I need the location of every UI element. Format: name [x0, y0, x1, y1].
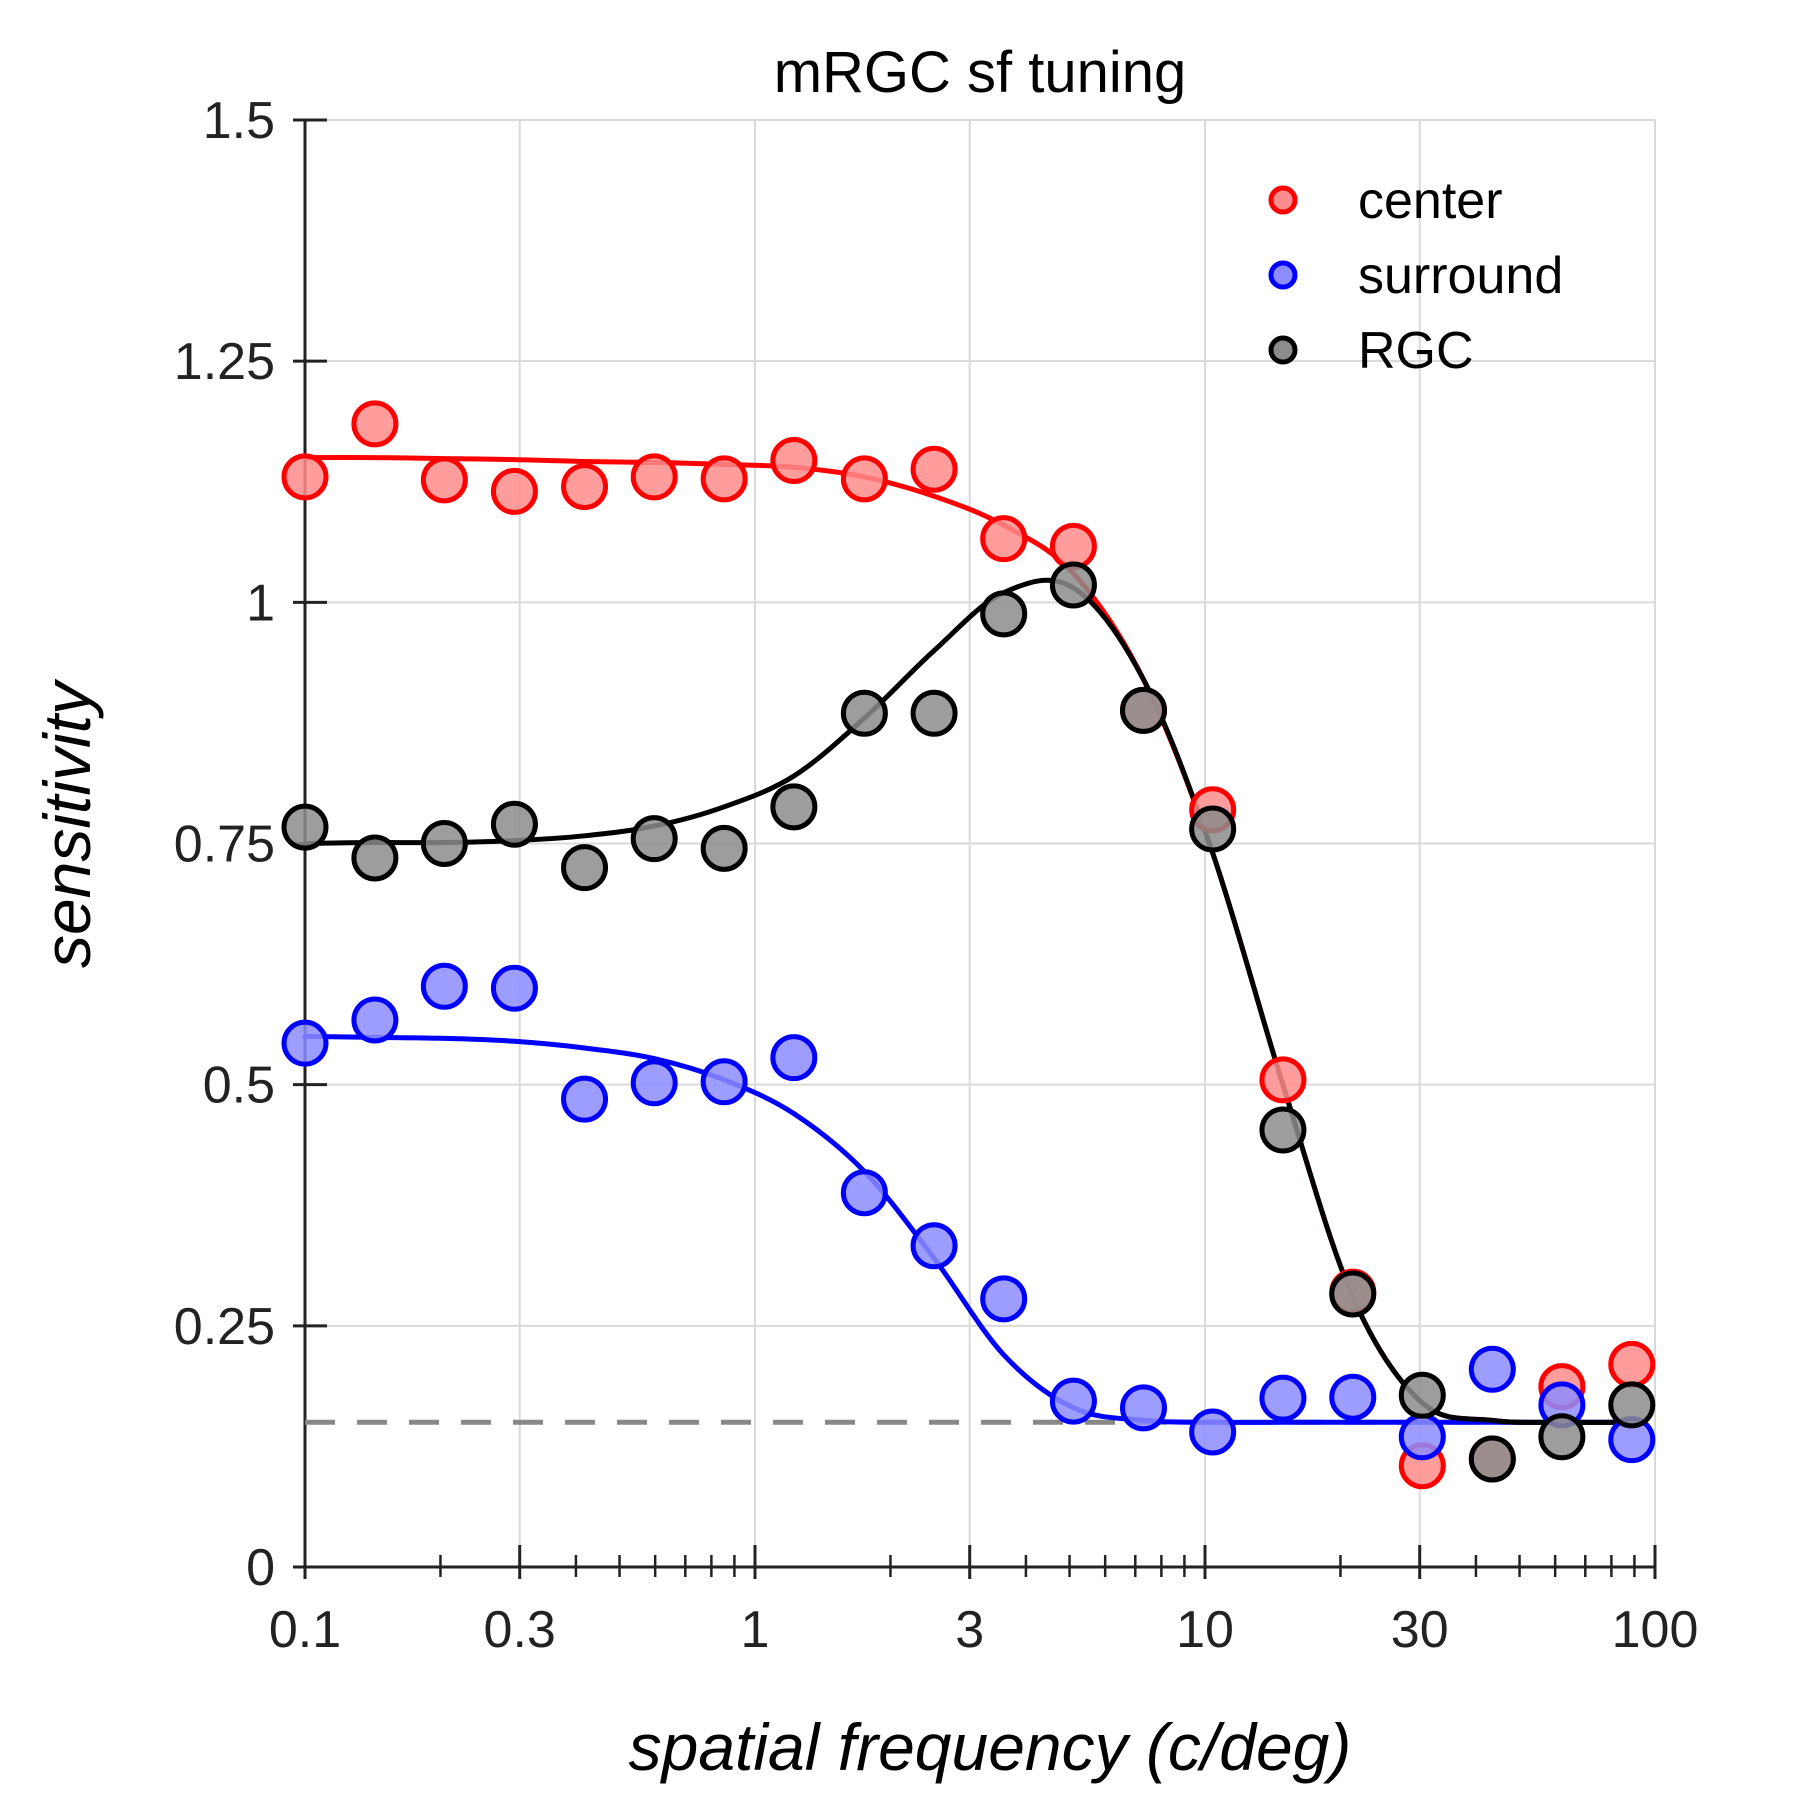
data-point-center	[420, 456, 468, 504]
x-tick-label: 30	[1391, 1601, 1449, 1659]
y-tick-label: 0.25	[174, 1298, 275, 1356]
x-tick-label: 0.3	[484, 1601, 556, 1659]
data-point-center	[770, 437, 818, 485]
x-axis-label: spatial frequency (c/deg)	[629, 1710, 1352, 1784]
data-point-surround	[420, 962, 468, 1010]
y-axis-label: sensitivity	[30, 678, 104, 968]
data-point-surround	[700, 1058, 748, 1106]
data-point-center	[910, 445, 958, 493]
data-point-surround	[281, 1019, 329, 1067]
data-point-rgc	[1189, 805, 1237, 853]
data-point-rgc	[490, 800, 538, 848]
data-point-center	[1608, 1340, 1656, 1388]
data-point-rgc	[281, 803, 329, 851]
data-point-rgc	[1608, 1381, 1656, 1429]
data-point-surround	[980, 1275, 1028, 1323]
x-tick-label: 3	[955, 1601, 984, 1659]
data-point-surround	[351, 996, 399, 1044]
legend-marker-surround	[1268, 260, 1298, 290]
y-tick-label: 1	[246, 574, 275, 632]
data-point-surround	[1398, 1413, 1446, 1461]
data-point-rgc	[840, 689, 888, 737]
data-point-center	[1259, 1056, 1307, 1104]
data-point-rgc	[980, 590, 1028, 638]
data-point-rgc	[1538, 1413, 1586, 1461]
data-point-center	[630, 453, 678, 501]
data-point-surround	[1119, 1384, 1167, 1432]
data-point-surround	[1049, 1377, 1097, 1425]
legend-label-surround: surround	[1358, 247, 1563, 305]
data-point-rgc	[1259, 1106, 1307, 1154]
data-point-rgc	[1398, 1371, 1446, 1419]
data-point-center	[980, 515, 1028, 563]
x-tick-label: 1	[741, 1601, 770, 1659]
data-point-center	[840, 455, 888, 503]
chart-title: mRGC sf tuning	[774, 40, 1187, 105]
data-point-rgc	[630, 815, 678, 863]
x-tick-label: 0.1	[269, 1601, 341, 1659]
legend-label-center: center	[1358, 172, 1503, 230]
data-point-surround	[840, 1169, 888, 1217]
data-point-rgc	[1468, 1435, 1516, 1483]
fit-curve-surround	[302, 1033, 1635, 1425]
data-point-rgc	[1119, 686, 1167, 734]
y-tick-label: 1.5	[203, 92, 275, 150]
data-point-center	[561, 463, 609, 511]
data-point-rgc	[1329, 1270, 1377, 1318]
fit-curve-rgc	[302, 577, 1635, 1425]
data-point-center	[490, 467, 538, 515]
data-point-rgc	[1049, 561, 1097, 609]
data-point-surround	[910, 1222, 958, 1270]
data-points	[281, 400, 1656, 1490]
y-tick-label: 0.5	[203, 1057, 275, 1115]
data-point-center	[1049, 522, 1097, 570]
y-tick-label: 0	[246, 1539, 275, 1597]
data-point-rgc	[351, 834, 399, 882]
axes: 0 0.25 0.5 0.75 1 1.25 1.5 0.1 0.3 1 3 10 30 100	[174, 92, 1699, 1659]
data-point-center	[351, 400, 399, 448]
data-point-surround	[1189, 1408, 1237, 1456]
data-point-center	[700, 455, 748, 503]
data-point-rgc	[910, 689, 958, 737]
x-tick-label: 10	[1176, 1601, 1234, 1659]
data-point-surround	[1468, 1345, 1516, 1393]
data-point-surround	[1329, 1373, 1377, 1421]
data-point-rgc	[561, 844, 609, 892]
data-point-rgc	[700, 824, 748, 872]
data-point-surround	[630, 1059, 678, 1107]
legend-marker-center	[1268, 185, 1298, 215]
data-point-rgc	[770, 783, 818, 831]
data-point-surround	[1259, 1374, 1307, 1422]
data-point-surround	[770, 1034, 818, 1082]
legend: center surround RGC	[1268, 172, 1563, 380]
legend-label-rgc: RGC	[1358, 322, 1474, 380]
data-point-center	[281, 453, 329, 501]
data-point-rgc	[420, 820, 468, 867]
x-tick-label: 100	[1612, 1601, 1699, 1659]
data-point-surround	[490, 964, 538, 1012]
data-point-surround	[561, 1075, 609, 1123]
y-tick-label: 1.25	[174, 333, 275, 391]
legend-marker-rgc	[1268, 335, 1298, 365]
y-tick-label: 0.75	[174, 816, 275, 874]
